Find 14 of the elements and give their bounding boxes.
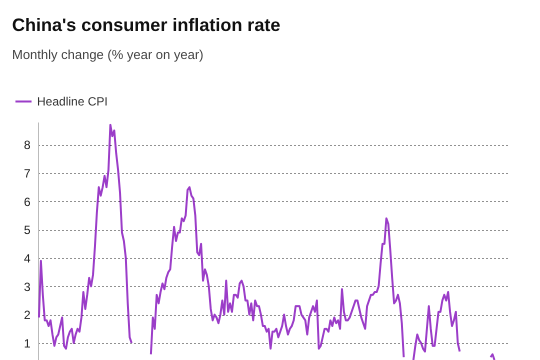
chart-title: China's consumer inflation rate	[12, 15, 280, 35]
y-tick-label: 1	[24, 336, 31, 350]
line-series	[150, 186, 405, 358]
y-tick-label: 7	[24, 166, 31, 180]
line-series	[412, 291, 461, 360]
y-tick-label: 3	[24, 280, 31, 294]
legend-label: Headline CPI	[37, 94, 108, 108]
y-tick-label: 2	[24, 308, 31, 322]
y-tick-label: 8	[24, 138, 31, 152]
y-tick-label: 5	[24, 223, 31, 238]
line-series	[38, 124, 133, 350]
y-tick-label: 6	[24, 194, 31, 209]
y-tick-label: 4	[24, 252, 31, 266]
chart-subtitle: Monthly change (% year on year)	[12, 47, 204, 62]
